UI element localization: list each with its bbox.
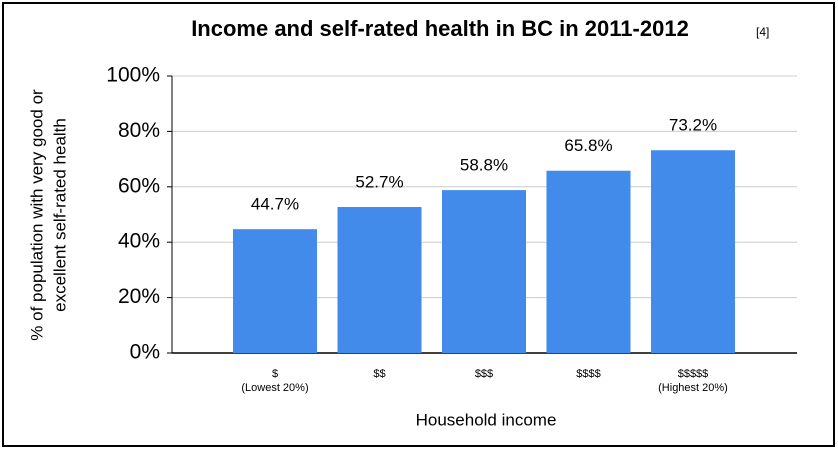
y-tick-label: 80% [118, 119, 160, 142]
y-tick-label: 20% [118, 285, 160, 308]
x-tick-label: $$$$$ [678, 368, 709, 380]
y-tick-label: 40% [118, 230, 160, 253]
x-tick-note: (Highest 20%) [658, 382, 728, 394]
bar [546, 170, 631, 353]
title-note: [4] [756, 25, 769, 39]
value-label: 44.7% [251, 195, 299, 214]
x-tick-label: $$$ [475, 368, 493, 380]
x-tick-label: $ [272, 368, 278, 380]
x-axis-label: Household income [416, 410, 557, 429]
y-axis-label: excellent self-rated health [50, 118, 69, 312]
y-axis-label: % of population with very good or [27, 89, 46, 341]
value-label: 73.2% [669, 116, 717, 135]
y-tick-label: 100% [106, 64, 160, 87]
x-tick-note: (Lowest 20%) [241, 382, 308, 394]
x-tick-label: $$ [373, 368, 385, 380]
value-label: 52.7% [355, 173, 403, 192]
bar [337, 207, 422, 353]
y-tick-label: 0% [130, 341, 160, 364]
bar [442, 190, 526, 353]
value-label: 58.8% [460, 156, 508, 175]
bar [233, 229, 317, 353]
y-tick-label: 60% [118, 174, 160, 197]
value-label: 65.8% [564, 136, 612, 155]
bar [651, 150, 735, 353]
chart-title: Income and self-rated health in BC in 20… [191, 16, 689, 41]
x-tick-label: $$$$ [576, 368, 600, 380]
